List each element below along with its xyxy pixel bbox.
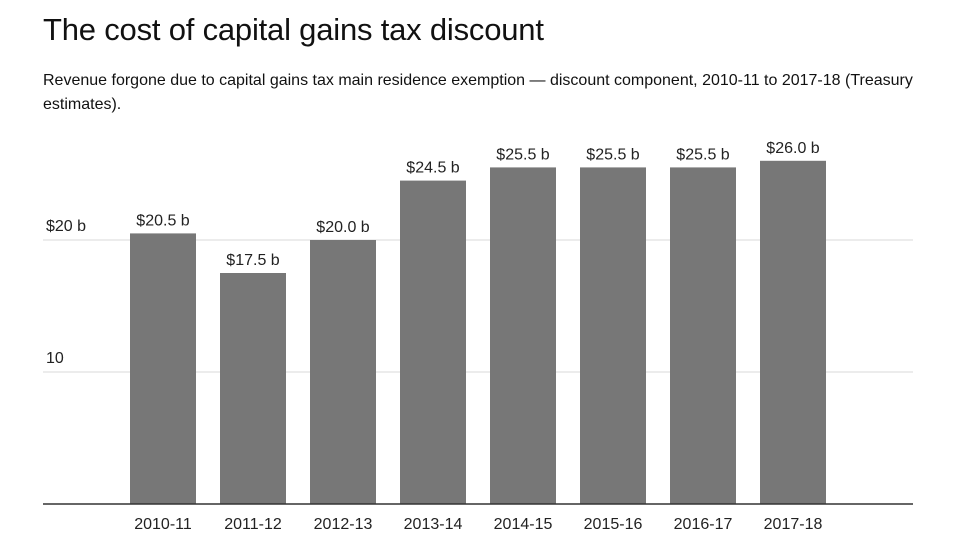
x-tick-label: 2011-12 <box>224 516 282 533</box>
data-label-2015-16: $25.5 b <box>586 146 639 163</box>
bar-2013-14 <box>400 180 466 504</box>
data-label-2014-15: $25.5 b <box>496 146 549 163</box>
x-tick-label: 2015-16 <box>584 516 643 533</box>
chart-title: The cost of capital gains tax discount <box>43 12 544 47</box>
data-label-2012-13: $20.0 b <box>316 219 369 236</box>
bar-2015-16 <box>580 167 646 504</box>
y-tick-label: $20 b <box>46 218 86 235</box>
axes: 10 $20 b 2010-11 2011-12 2012-13 2013-14 2014-… <box>43 218 913 533</box>
x-tick-label: 2010-11 <box>134 516 192 533</box>
data-label-2013-14: $24.5 b <box>406 160 459 177</box>
x-tick-label: 2012-13 <box>314 516 373 533</box>
chart-subtitle: Revenue forgone due to capital gains tax… <box>43 72 913 113</box>
bar-2010-11 <box>130 233 196 504</box>
bar-2012-13 <box>310 240 376 504</box>
bar-2011-12 <box>220 273 286 504</box>
data-label-2016-17: $25.5 b <box>676 146 729 163</box>
bar-2014-15 <box>490 167 556 504</box>
data-label-2010-11: $20.5 b <box>136 212 189 229</box>
x-tick-label: 2017-18 <box>764 516 823 533</box>
data-label-2017-18: $26.0 b <box>766 140 819 157</box>
data-label-2011-12: $17.5 b <box>226 252 279 269</box>
bars <box>130 160 826 505</box>
x-tick-label: 2013-14 <box>404 516 463 533</box>
bar-2016-17 <box>670 167 736 504</box>
data-labels: $20.5 b $17.5 b $20.0 b $24.5 b $25.5 b $25.5… <box>136 140 819 269</box>
y-tick-label: 10 <box>46 350 64 367</box>
bar-2017-18 <box>760 160 826 505</box>
x-tick-label: 2016-17 <box>674 516 733 533</box>
x-tick-label: 2014-15 <box>494 516 553 533</box>
